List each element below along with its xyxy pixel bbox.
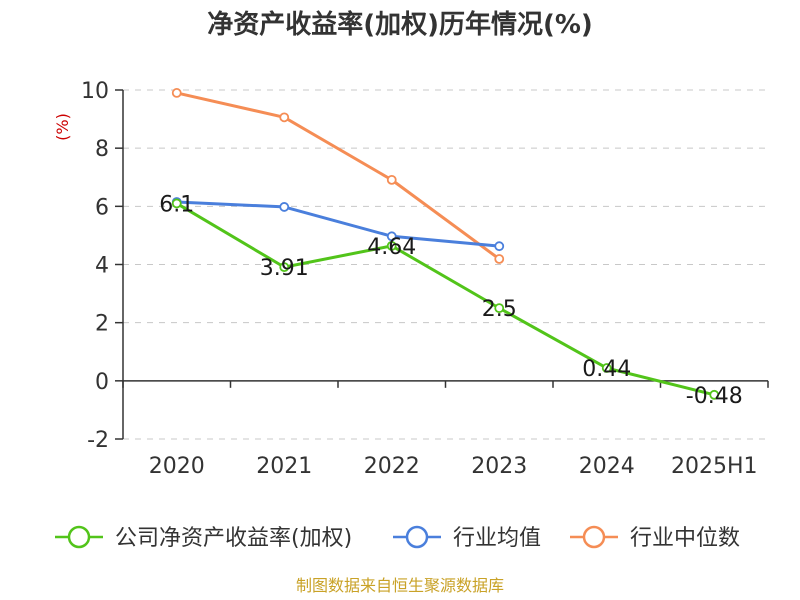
data-source: 制图数据来自恒生聚源数据库 [296, 576, 504, 595]
data-point [386, 240, 397, 251]
y-axis-unit: (%) [53, 113, 72, 141]
x-tick-label: 2022 [364, 454, 420, 479]
data-point [171, 198, 182, 209]
y-tick-label: 8 [95, 137, 109, 162]
data-label: 3.91 [260, 256, 309, 281]
legend-marker [67, 525, 91, 549]
data-point [386, 231, 397, 242]
data-point [494, 241, 505, 252]
x-tick-label: 2025H1 [671, 454, 758, 479]
x-tick-label: 2023 [471, 454, 527, 479]
data-point [279, 202, 290, 212]
y-tick-label: 0 [95, 370, 109, 395]
data-point [494, 303, 505, 314]
chart-title: 净资产收益率(加权)历年情况(%) [207, 9, 593, 40]
y-tick-label: 6 [95, 195, 109, 220]
series-line [176, 200, 500, 248]
legend-label: 行业均值 [453, 526, 541, 551]
data-point [709, 389, 720, 400]
data-label: -0.48 [686, 384, 743, 409]
data-labels: 6.1 3.91 4.64 2.5 0.44 -0.48 [159, 192, 742, 408]
series-line [175, 202, 715, 397]
y-tick-label: 2 [95, 312, 109, 337]
x-tick-label: 2020 [149, 454, 205, 479]
y-tick-label: 4 [95, 254, 109, 279]
data-point [279, 262, 290, 273]
legend-marker [582, 525, 606, 549]
axes: -2 0 2 4 6 8 10 2020 2021 2022 2023 2024 2025H1 [81, 79, 769, 479]
y-tick-label: 10 [81, 79, 109, 104]
data-label: 0.44 [582, 357, 631, 382]
legend: 公司净资产收益率(加权) 行业均值 行业中位数 [55, 525, 740, 551]
y-tick-label: -2 [87, 428, 109, 453]
data-label: 6.1 [159, 192, 194, 217]
x-tick-label: 2021 [256, 454, 312, 479]
legend-label: 行业中位数 [630, 526, 740, 551]
series-line [176, 91, 501, 261]
data-label: 4.64 [367, 235, 416, 260]
data-point [494, 254, 505, 264]
legend-marker [405, 525, 429, 549]
x-tick-label: 2024 [579, 454, 635, 479]
series-layer [171, 88, 720, 400]
legend-label: 公司净资产收益率(加权) [115, 526, 352, 551]
data-point [601, 363, 612, 373]
data-label: 2.5 [482, 297, 517, 322]
data-point [279, 112, 290, 123]
data-point [386, 174, 397, 185]
data-point [171, 88, 182, 98]
